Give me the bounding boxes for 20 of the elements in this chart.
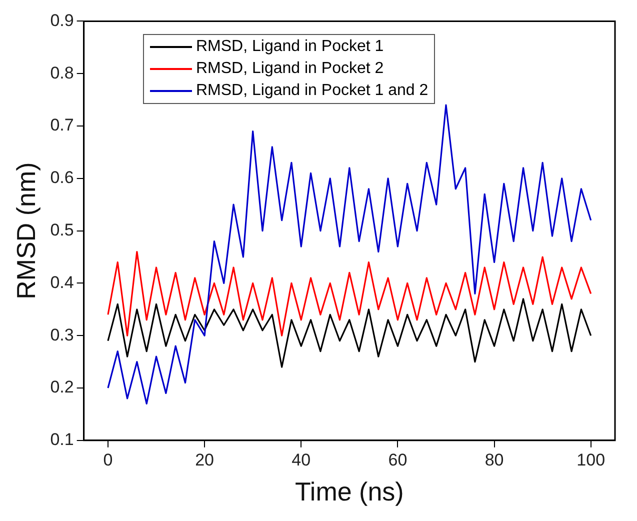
x-axis-title: Time (ns) — [295, 476, 404, 507]
y-tick-label: 0.7 — [50, 116, 74, 135]
y-tick-label: 0.1 — [50, 430, 74, 450]
y-tick-label: 0.9 — [50, 10, 74, 30]
y-tick-label: 0.2 — [50, 378, 74, 397]
x-tick-label: 100 — [576, 450, 606, 470]
legend-label: RMSD, Ligand in Pocket 1 — [196, 37, 384, 57]
y-tick-label: 0.5 — [50, 220, 74, 240]
legend-label: RMSD, Ligand in Pocket 2 — [196, 59, 384, 79]
legend-label: RMSD, Ligand in Pocket 1 and 2 — [196, 81, 428, 101]
x-tick-label: 80 — [484, 450, 504, 470]
y-tick-label: 0.3 — [50, 325, 74, 344]
x-tick-label: 20 — [195, 450, 214, 470]
x-tick-label: 40 — [292, 450, 311, 470]
y-tick-label: 0.6 — [50, 168, 74, 188]
x-tick-label: 0 — [103, 450, 113, 470]
y-tick-label: 0.8 — [50, 63, 74, 82]
y-axis-title: RMSD (nm) — [10, 162, 41, 300]
y-tick-label: 0.4 — [50, 272, 74, 292]
x-tick-label: 60 — [388, 450, 408, 470]
